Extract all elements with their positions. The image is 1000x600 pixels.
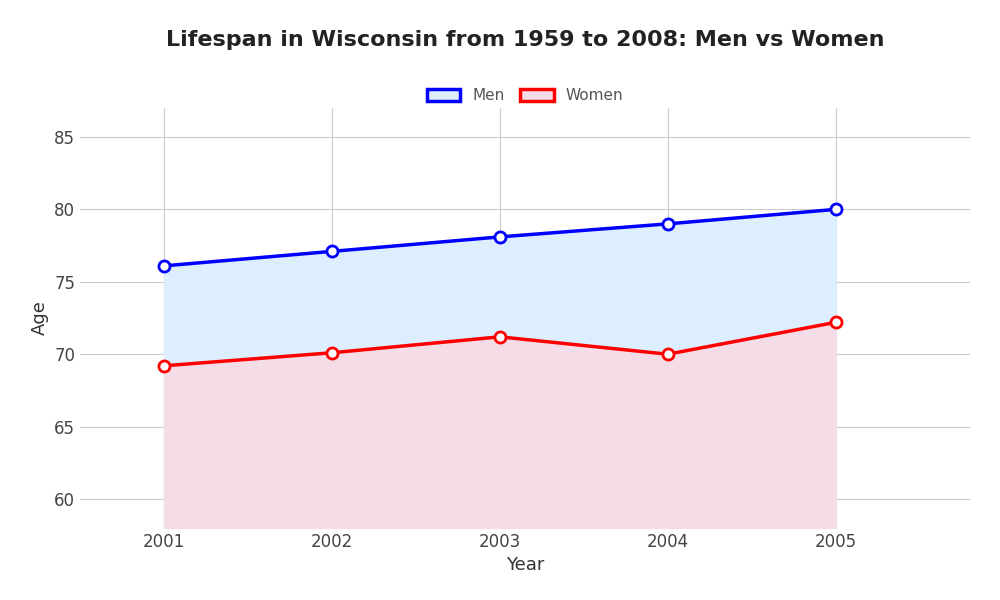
X-axis label: Year: Year (506, 556, 544, 574)
Y-axis label: Age: Age (31, 301, 49, 335)
Title: Lifespan in Wisconsin from 1959 to 2008: Men vs Women: Lifespan in Wisconsin from 1959 to 2008:… (166, 29, 884, 49)
Legend: Men, Women: Men, Women (420, 82, 630, 109)
